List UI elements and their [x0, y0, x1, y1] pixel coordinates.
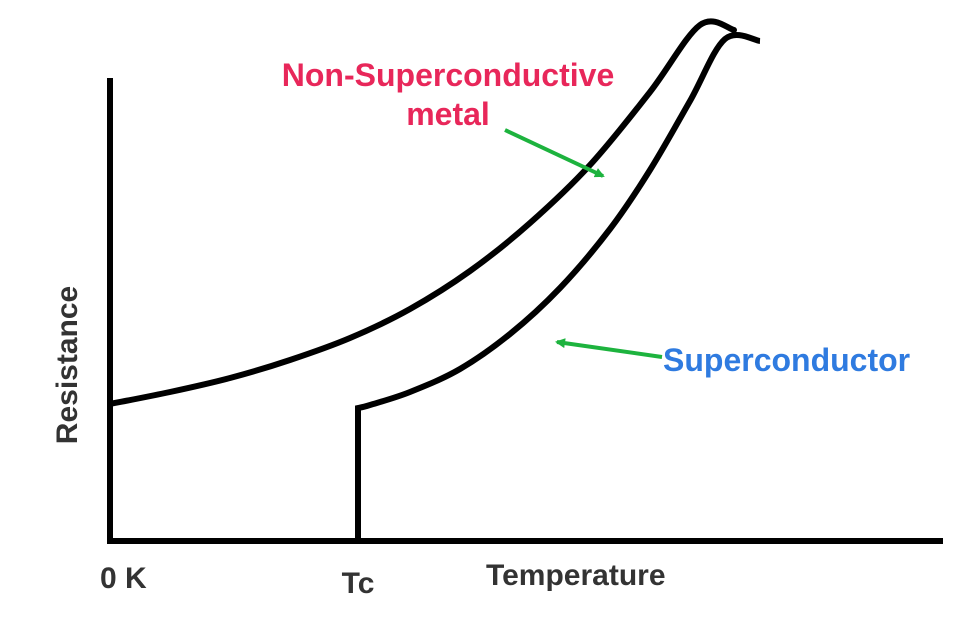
x-axis-label: Temperature [486, 559, 666, 592]
series-line-non-superconductive-metal [107, 18, 737, 407]
label-non-superconductive-line1: Non-Superconductive [282, 57, 614, 93]
arrow-to-metal-curve [504, 128, 605, 178]
x-tick-labels: 0 K Tc [100, 562, 374, 600]
x-tick-label-tc: Tc [342, 567, 375, 600]
annotation-non-superconductive-metal: Non-Superconductive metal [282, 57, 614, 178]
x-tick-label-0k: 0 K [100, 562, 147, 595]
axes [107, 78, 943, 544]
series-lines [107, 18, 761, 541]
label-non-superconductive-line2: metal [406, 96, 490, 132]
label-superconductor: Superconductor [663, 342, 910, 378]
arrow-to-superconductor-curve [555, 338, 663, 359]
series-line-superconductor [355, 32, 761, 541]
annotation-superconductor: Superconductor [555, 338, 910, 378]
y-axis-label: Resistance [51, 286, 84, 444]
